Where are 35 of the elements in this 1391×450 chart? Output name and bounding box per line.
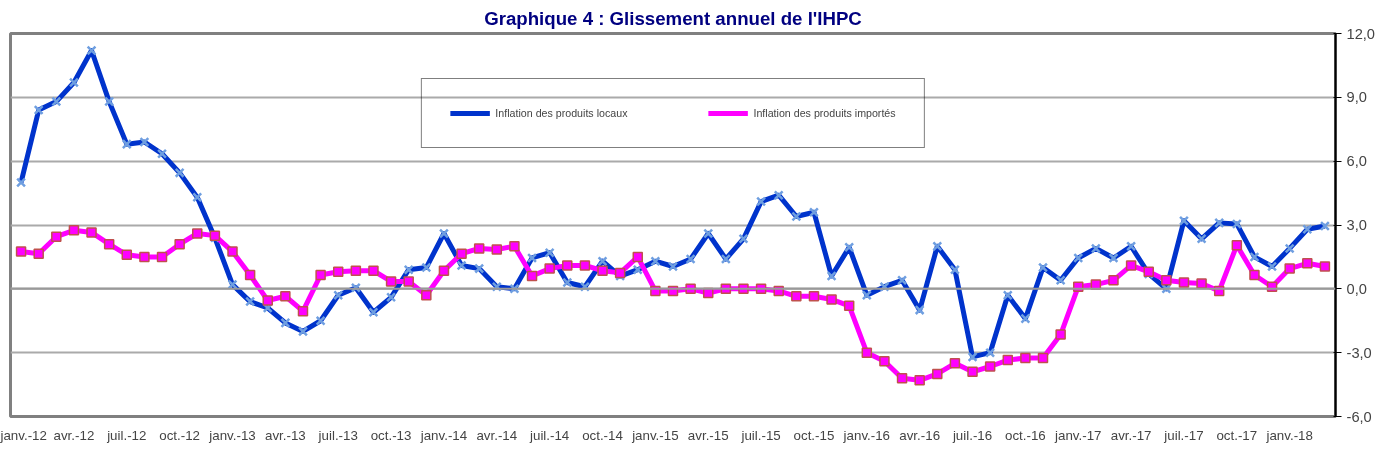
y-tick-label: 6,0 bbox=[1346, 153, 1367, 170]
x-tick-label: avr.-15 bbox=[687, 427, 729, 443]
y-tick-label: -3,0 bbox=[1346, 344, 1372, 361]
x-tick-label: juil.-15 bbox=[740, 427, 781, 443]
x-tick-label: oct.-12 bbox=[159, 427, 201, 443]
x-tick-label: avr.-14 bbox=[476, 427, 518, 443]
x-tick-label: oct.-13 bbox=[370, 427, 412, 443]
x-tick-label: avr.-13 bbox=[264, 427, 306, 443]
x-tick-label: janv.-17 bbox=[1054, 427, 1102, 443]
x-tick-label: oct.-14 bbox=[582, 427, 624, 443]
x-tick-label: juil.-14 bbox=[529, 427, 570, 443]
x-tick-label: oct.-16 bbox=[1005, 427, 1046, 443]
legend-label: Inflation des produits locaux bbox=[495, 107, 628, 119]
y-tick-label: -6,0 bbox=[1346, 408, 1372, 425]
x-tick-label: janv.-15 bbox=[631, 427, 679, 443]
y-tick-label: 0,0 bbox=[1346, 280, 1367, 297]
x-tick-label: janv.-16 bbox=[842, 427, 891, 443]
y-tick-label: 3,0 bbox=[1346, 217, 1367, 233]
x-tick-label: juil.-13 bbox=[317, 427, 358, 443]
y-tick-label: 9,0 bbox=[1346, 89, 1367, 106]
x-tick-label: janv.-12 bbox=[0, 427, 47, 443]
x-tick-label: avr.-12 bbox=[53, 427, 95, 443]
x-tick-label: janv.-14 bbox=[419, 427, 468, 443]
x-tick-label: janv.-18 bbox=[1265, 427, 1313, 443]
x-tick-label: oct.-15 bbox=[793, 427, 835, 443]
x-tick-label: oct.-17 bbox=[1216, 427, 1258, 443]
x-tick-label: janv.-13 bbox=[208, 427, 256, 443]
x-tick-label: juil.-12 bbox=[106, 427, 147, 443]
x-tick-label: avr.-16 bbox=[899, 427, 941, 443]
x-tick-label: juil.-16 bbox=[951, 427, 993, 443]
chart-title: Graphique 4 : Glissement annuel de l'IHPC bbox=[484, 7, 862, 29]
x-tick-label: avr.-17 bbox=[1110, 427, 1152, 443]
x-tick-label: juil.-17 bbox=[1163, 427, 1204, 443]
legend-label: Inflation des produits importés bbox=[753, 107, 896, 119]
y-tick-label: 12,0 bbox=[1346, 25, 1376, 42]
